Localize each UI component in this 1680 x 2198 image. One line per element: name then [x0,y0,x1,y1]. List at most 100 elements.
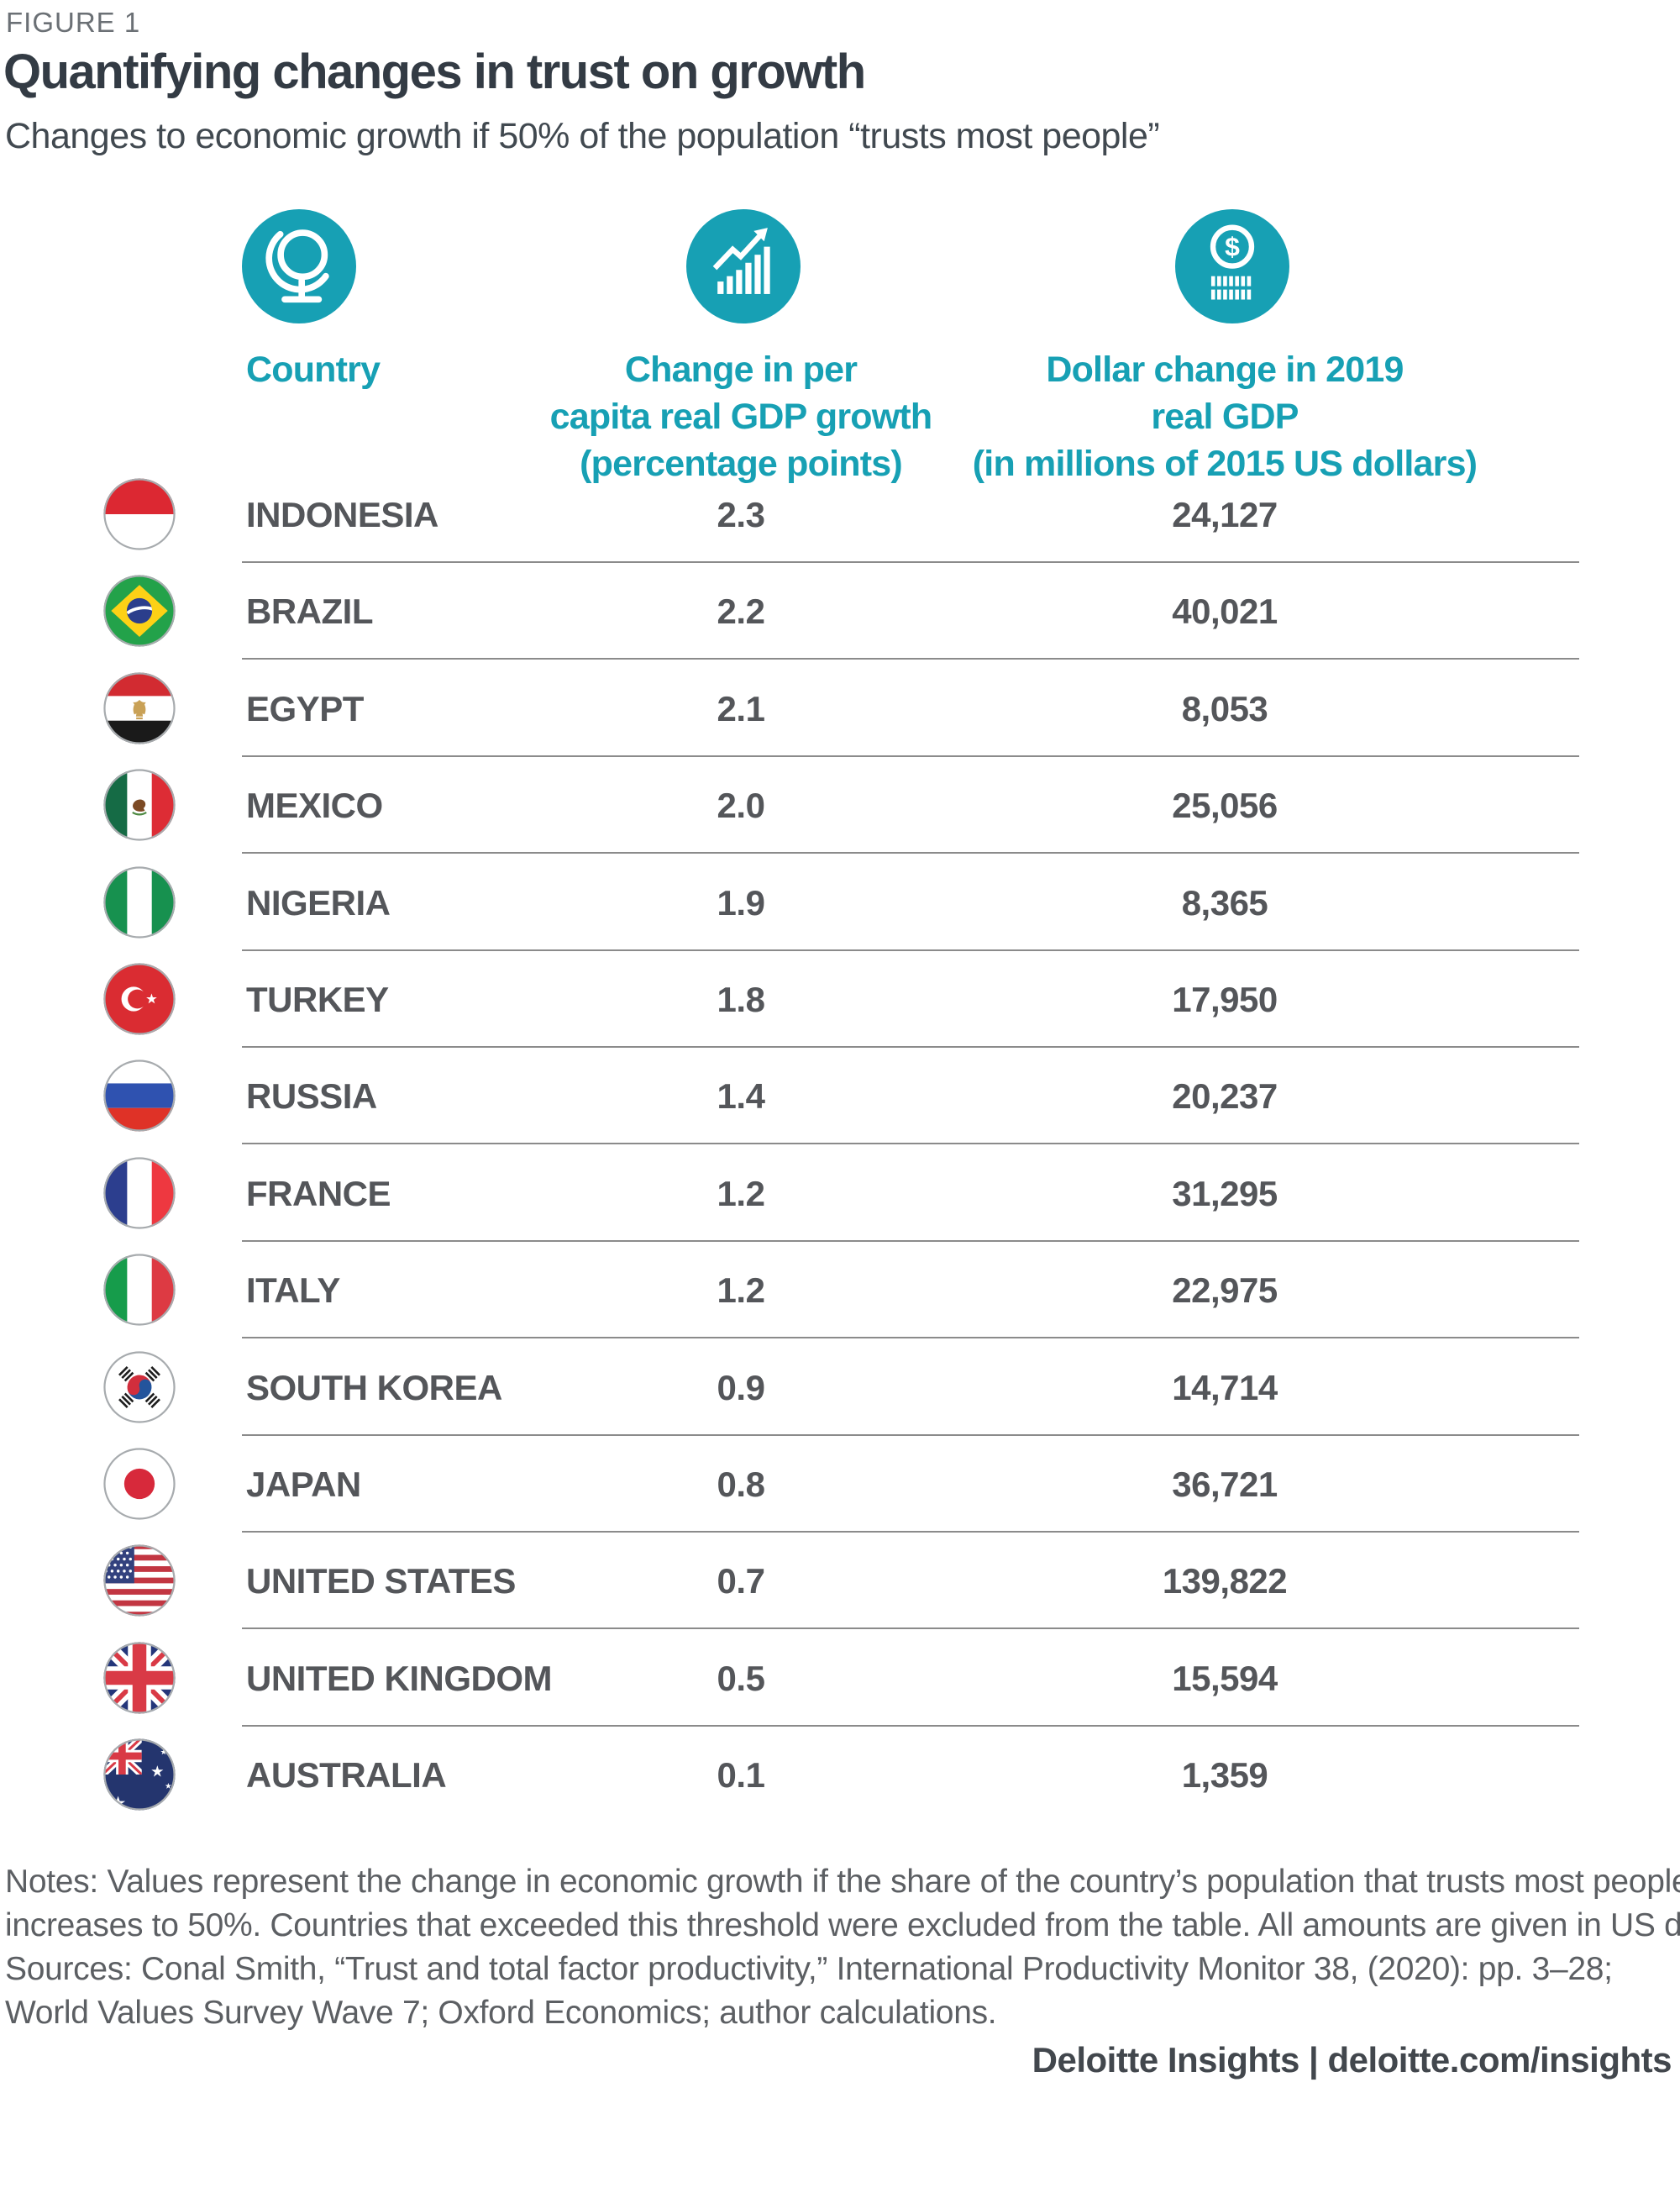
table-row: ITALY 1.2 22,975 [0,1242,1680,1338]
table-row: UNITED KINGDOM 0.5 15,594 [0,1630,1680,1727]
row-divider [242,561,1579,563]
egypt-flag-icon [102,671,176,745]
globe-icon [242,209,356,323]
column-header-dollar: Dollar change in 2019 real GDP (in milli… [889,346,1561,487]
dollar-value: 1,359 [1181,1755,1268,1795]
row-divider [242,949,1579,951]
table-row: RUSSIA 1.4 20,237 [0,1048,1680,1144]
italy-flag-icon [102,1253,176,1327]
growth-value: 2.0 [717,786,765,825]
japan-flag-icon [102,1447,176,1521]
table-row: NIGERIA 1.9 8,365 [0,854,1680,951]
row-divider [242,1531,1579,1533]
column-header-growth: Change in per capita real GDP growth (pe… [447,346,1035,487]
dollar-value: 40,021 [1172,592,1278,631]
row-divider [242,1143,1579,1144]
row-divider [242,1434,1579,1436]
row-divider [242,755,1579,757]
growth-value: 0.5 [717,1659,765,1698]
united-kingdom-flag-icon [102,1641,176,1715]
growth-value: 0.8 [717,1464,765,1504]
growth-value: 1.8 [717,980,765,1019]
country-name: MEXICO [246,786,383,825]
row-divider [242,1725,1579,1727]
column-header-growth-line: Change in per [624,350,858,390]
dollar-value: 20,237 [1172,1076,1278,1116]
growth-value: 2.1 [717,689,765,728]
table-row: JAPAN 0.8 36,721 [0,1436,1680,1533]
figure-label: FIGURE 1 [6,7,141,38]
page-subtitle: Changes to economic growth if 50% of the… [5,116,1160,156]
country-name: SOUTH KOREA [246,1368,502,1407]
table-row: BRAZIL 2.2 40,021 [0,563,1680,660]
dollar-value: 17,950 [1172,980,1278,1019]
table-row: MEXICO 2.0 25,056 [0,757,1680,854]
turkey-flag-icon [102,962,176,1036]
dollar-value: 8,053 [1181,689,1268,728]
column-header-growth-line: capita real GDP growth [549,397,933,437]
sources-text: Sources: Conal Smith, “Trust and total f… [5,1951,1613,1987]
dollar-value: 25,056 [1172,786,1278,825]
country-name: TURKEY [246,980,389,1019]
table-row: FRANCE 1.2 31,295 [0,1145,1680,1242]
country-name: BRAZIL [246,592,373,631]
column-header-dollar-line: Dollar change in 2019 [1046,350,1404,390]
growth-value: 0.1 [717,1755,765,1795]
country-name: AUSTRALIA [246,1755,447,1795]
column-header-growth-line: (percentage points) [580,444,903,484]
dollar-value: 31,295 [1172,1174,1278,1213]
country-name: ITALY [246,1270,340,1310]
russia-flag-icon [102,1059,176,1133]
country-name: UNITED KINGDOM [246,1659,553,1698]
dollar-value: 14,714 [1172,1368,1278,1407]
united-states-flag-icon [102,1543,176,1617]
dollar-value: 15,594 [1172,1659,1278,1698]
footer-credit: Deloitte Insights | deloitte.com/insight… [1032,2040,1672,2080]
notes-text: Notes: Values represent the change in ec… [5,1864,1680,1900]
row-divider [242,1337,1579,1338]
money-coins-icon: $ [1175,209,1289,323]
growth-value: 2.3 [717,495,765,534]
row-divider [242,1240,1579,1242]
country-name: RUSSIA [246,1076,377,1116]
growth-value: 1.4 [717,1076,765,1116]
country-name: FRANCE [246,1174,391,1213]
column-header-dollar-line: (in millions of 2015 US dollars) [972,444,1478,484]
france-flag-icon [102,1156,176,1230]
country-name: INDONESIA [246,495,438,534]
nigeria-flag-icon [102,865,176,939]
row-divider [242,1046,1579,1048]
country-name: EGYPT [246,689,364,728]
page-title: Quantifying changes in trust on growth [3,45,866,99]
growth-value: 1.2 [717,1270,765,1310]
brazil-flag-icon [102,574,176,648]
notes-text: increases to 50%. Countries that exceede… [5,1907,1680,1943]
column-header-country: Country [246,350,381,390]
table-row: INDONESIA 2.3 24,127 [0,466,1680,563]
dollar-value: 139,822 [1162,1561,1288,1601]
growth-value: 0.7 [717,1561,765,1601]
indonesia-flag-icon [102,477,176,551]
australia-flag-icon [102,1738,176,1812]
country-name: NIGERIA [246,883,391,923]
table-row: SOUTH KOREA 0.9 14,714 [0,1339,1680,1436]
growth-chart-icon [686,209,801,323]
mexico-flag-icon [102,768,176,842]
dollar-value: 8,365 [1181,883,1268,923]
sources-text: World Values Survey Wave 7; Oxford Econo… [5,1995,997,2031]
row-divider [242,658,1579,660]
table-row: EGYPT 2.1 8,053 [0,660,1680,757]
growth-value: 1.9 [717,883,765,923]
column-header-dollar-line: real GDP [1151,397,1299,437]
table-row: TURKEY 1.8 17,950 [0,951,1680,1048]
country-name: UNITED STATES [246,1561,516,1601]
dollar-value: 22,975 [1172,1270,1278,1310]
growth-value: 1.2 [717,1174,765,1213]
table-row: UNITED STATES 0.7 139,822 [0,1533,1680,1629]
dollar-value: 36,721 [1172,1464,1278,1504]
country-name: JAPAN [246,1464,361,1504]
growth-value: 2.2 [717,592,765,631]
dollar-value: 24,127 [1172,495,1278,534]
south-korea-flag-icon [102,1350,176,1424]
